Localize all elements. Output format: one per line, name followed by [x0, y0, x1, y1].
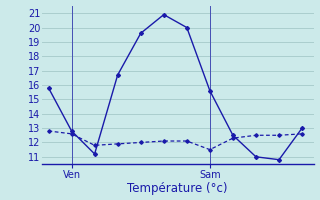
X-axis label: Température (°c): Température (°c) — [127, 182, 228, 195]
